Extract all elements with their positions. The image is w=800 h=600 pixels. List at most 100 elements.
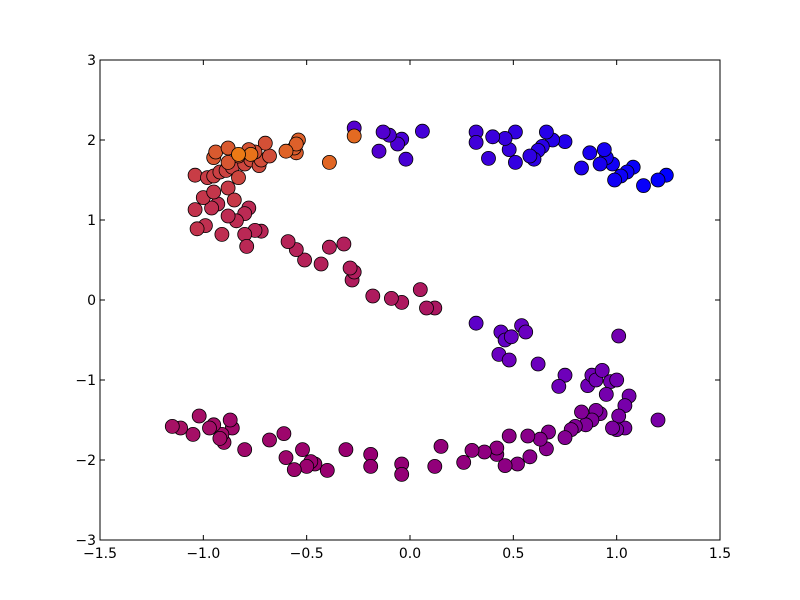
data-point-29 [398,151,414,167]
data-point-15 [539,124,554,140]
x-tick-label-2: −0.5 [290,546,324,562]
data-point-121 [321,239,337,255]
data-point-167 [288,136,304,152]
data-point-108 [185,426,201,442]
data-point-84 [427,458,443,474]
data-point-115 [383,290,399,306]
data-point-73 [522,449,538,465]
data-point-96 [278,450,294,466]
data-point-24 [485,129,501,145]
data-point-156 [257,135,273,151]
data-point-74 [520,428,536,444]
data-point-97 [276,426,292,442]
data-point-129 [239,238,255,254]
data-point-50 [594,362,610,378]
data-point-36 [468,315,484,331]
data-point-80 [476,444,492,460]
data-point-83 [433,438,449,454]
data-point-107 [191,408,207,424]
data-point-33 [375,124,391,140]
data-point-101 [222,412,238,428]
x-tick-label-5: 1.0 [606,546,628,562]
data-point-57 [650,412,666,428]
data-point-27 [468,134,484,150]
data-point-171 [243,146,259,162]
data-point-13 [557,134,573,150]
data-point-112 [419,300,434,316]
data-point-69 [557,430,573,446]
data-point-99 [237,442,253,458]
data-point-77 [497,458,513,474]
data-point-52 [609,372,625,388]
y-tick-label-0: −3 [75,533,96,549]
data-point-53 [611,328,627,344]
y-tick-label-5: 2 [87,133,96,149]
data-point-133 [220,208,236,224]
y-tick-label-3: 0 [87,293,96,309]
data-point-28 [414,123,430,139]
data-point-25 [481,150,496,166]
data-point-10 [592,156,608,172]
data-point-79 [489,440,505,456]
data-point-172 [231,146,246,162]
y-tick-label-6: 3 [87,53,96,69]
data-point-138 [189,221,205,237]
data-point-150 [231,170,246,186]
data-point-75 [510,456,525,472]
data-point-136 [204,200,220,216]
data-point-39 [503,329,519,345]
data-point-12 [574,160,589,176]
data-point-72 [532,431,548,447]
data-point-93 [299,458,315,474]
data-point-162 [208,144,224,160]
data-point-122 [313,256,329,272]
data-point-1 [650,172,666,188]
data-point-113 [412,282,428,298]
data-point-43 [501,352,517,368]
data-point-41 [518,324,534,340]
data-point-139 [187,202,203,218]
data-point-11 [582,145,598,161]
data-point-94 [295,442,310,458]
data-point-6 [607,172,622,188]
data-point-170 [346,128,362,144]
data-point-19 [522,148,538,164]
data-point-23 [497,130,513,146]
x-tick-label-3: 0.0 [399,546,421,562]
data-point-134 [214,226,230,242]
data-point-34 [371,143,387,159]
y-tick-label-2: −1 [75,373,96,389]
x-tick-label-1: −1.0 [186,546,220,562]
data-point-76 [501,428,517,444]
data-point-9 [596,142,612,158]
data-point-116 [365,288,381,304]
data-point-45 [557,367,573,383]
data-point-141 [206,184,222,200]
data-point-86 [394,466,410,482]
data-point-106 [202,420,217,436]
data-point-44 [530,356,546,372]
data-point-123 [297,252,313,268]
data-point-81 [464,442,480,458]
data-point-66 [574,404,589,420]
y-tick-label-4: 1 [87,213,96,229]
data-point-61 [605,420,620,436]
data-point-144 [187,167,203,183]
x-tick-label-6: 1.5 [709,546,731,562]
axes-frame [99,59,721,541]
data-point-88 [363,458,379,474]
data-point-125 [280,234,296,250]
data-point-21 [508,154,523,170]
data-point-120 [336,236,352,252]
data-point-104 [212,430,228,446]
data-point-54 [598,386,614,402]
data-point-119 [342,260,358,276]
data-point-90 [319,462,335,478]
y-tick-label-1: −2 [75,453,96,469]
data-point-142 [220,180,236,196]
data-point-169 [321,154,337,170]
data-point-89 [338,442,354,458]
data-point-168 [278,143,294,159]
